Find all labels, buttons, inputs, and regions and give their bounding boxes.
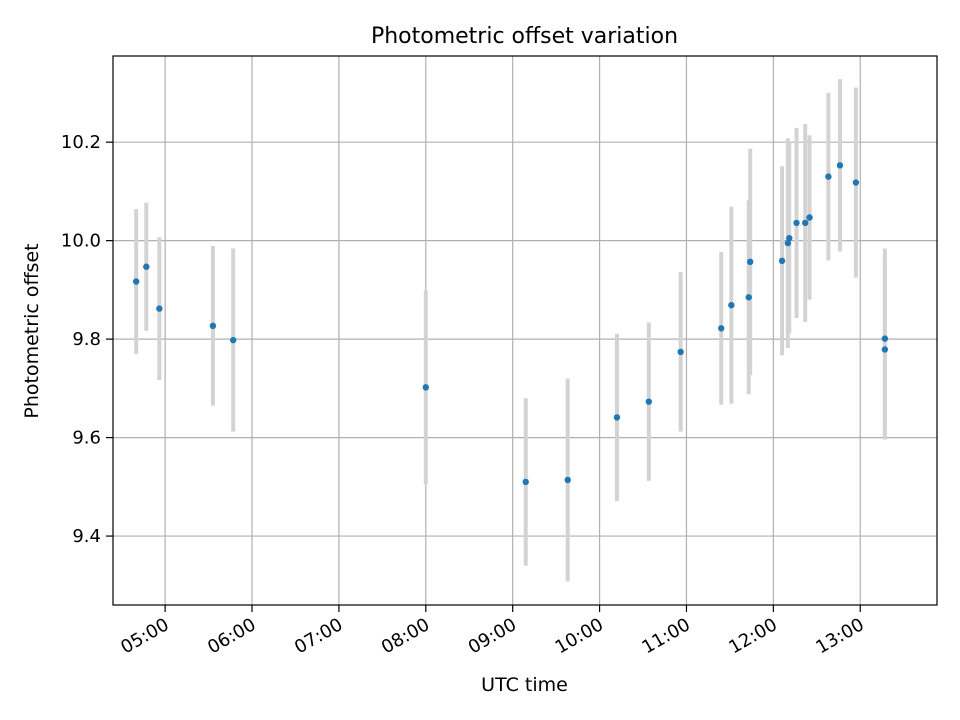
data-point xyxy=(745,294,752,301)
data-point xyxy=(778,257,786,265)
data-point xyxy=(613,414,621,421)
data-point xyxy=(564,476,571,484)
data-point xyxy=(806,214,813,221)
data-point xyxy=(881,346,889,353)
y-tick-label: 9.8 xyxy=(72,329,101,350)
data-point xyxy=(209,322,217,330)
data-point xyxy=(156,305,163,312)
y-axis-title: Photometric offset xyxy=(21,243,43,418)
data-point xyxy=(784,239,792,247)
y-tick-label: 10.2 xyxy=(61,132,101,153)
data-point xyxy=(881,335,889,342)
data-point xyxy=(132,278,140,285)
y-tick-label: 10.0 xyxy=(61,231,101,252)
plot-area-frame xyxy=(112,55,938,606)
chart-title: Photometric offset variation xyxy=(371,24,678,49)
grid xyxy=(113,56,937,605)
data-point xyxy=(718,325,725,332)
data-point xyxy=(143,263,150,270)
data-point xyxy=(422,384,430,391)
data-point xyxy=(728,301,735,309)
data-point xyxy=(802,219,809,227)
data-point xyxy=(836,162,844,169)
data-point xyxy=(786,234,793,242)
data-point xyxy=(793,219,800,227)
x-axis-title: UTC time xyxy=(481,674,568,696)
data-point xyxy=(645,398,653,405)
data-point xyxy=(677,348,684,356)
data-point xyxy=(852,179,860,186)
data-point xyxy=(229,336,237,344)
data-point xyxy=(746,258,754,266)
data-point xyxy=(522,478,529,486)
data-points xyxy=(132,162,889,486)
y-tick-label: 9.6 xyxy=(72,428,101,449)
y-axis-ticks: 9.4 9.6 9.8 10.0 10.2 xyxy=(61,132,113,547)
data-point xyxy=(825,173,832,180)
y-tick-label: 9.4 xyxy=(72,526,101,547)
